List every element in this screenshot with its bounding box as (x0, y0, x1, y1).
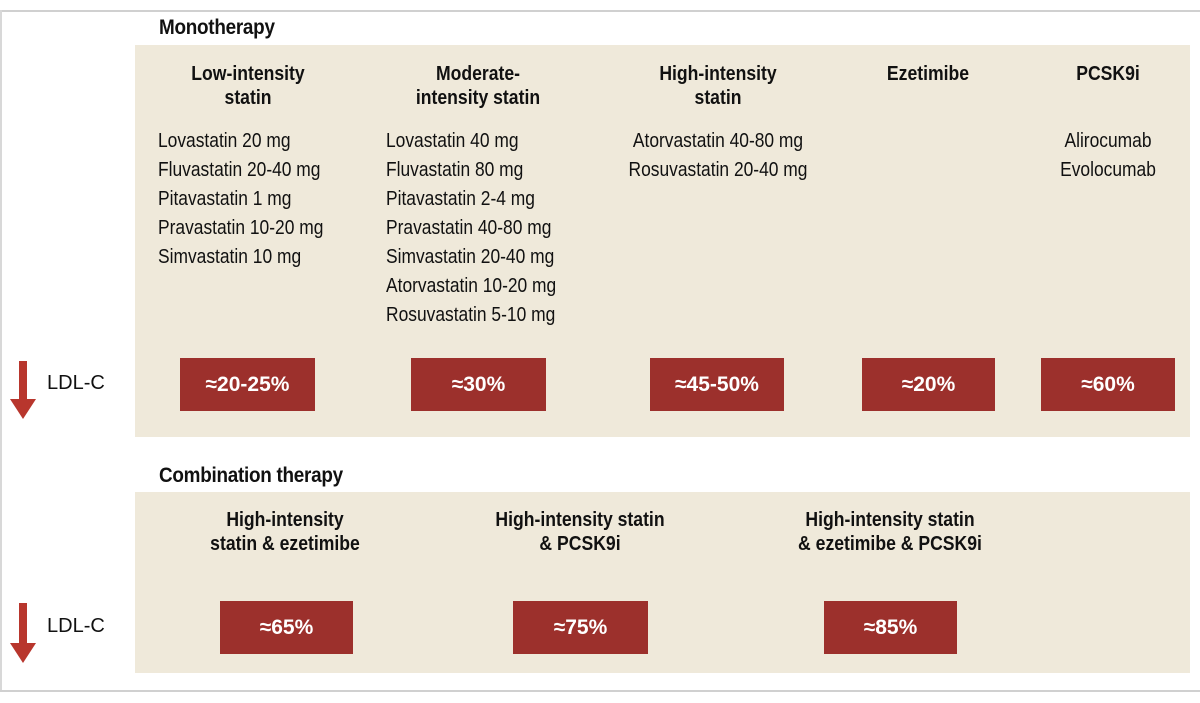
ezetimibe-reduction-badge: ≈20% (862, 358, 995, 411)
ldl-c-label: LDL-C (47, 615, 105, 637)
moderate-intensity-reduction-badge: ≈30% (411, 358, 546, 411)
down-arrow-icon (10, 361, 36, 419)
monotherapy-title: Monotherapy (159, 16, 275, 39)
drug-item: Pravastatin 40-80 mg (386, 217, 552, 239)
low-intensity-drug-list: Lovastatin 20 mg Fluvastatin 20-40 mg Pi… (158, 127, 323, 272)
pcsk9i-drug-list: Alirocumab Evolocumab (1049, 127, 1167, 185)
drug-item: Atorvastatin 10-20 mg (386, 275, 557, 297)
low-intensity-statin-heading: Low-intensity statin (191, 63, 305, 109)
moderate-intensity-statin-heading: Moderate- intensity statin (415, 63, 541, 109)
down-arrow-icon (10, 603, 36, 663)
drug-item: Fluvastatin 20-40 mg (158, 159, 321, 181)
top-divider (0, 10, 1200, 12)
drug-item: Pitavastatin 1 mg (158, 188, 292, 210)
statin-ezetimibe-heading: High-intensity statin & ezetimibe (210, 509, 360, 555)
drug-item: Simvastatin 10 mg (158, 246, 302, 268)
drug-item: Evolocumab (1060, 159, 1156, 181)
combination-therapy-title: Combination therapy (159, 464, 343, 487)
drug-item: Rosuvastatin 20-40 mg (628, 159, 808, 181)
drug-item: Fluvastatin 80 mg (386, 159, 524, 181)
drug-item: Pitavastatin 2-4 mg (386, 188, 535, 210)
statin-pcsk9i-reduction-badge: ≈75% (513, 601, 648, 654)
drug-item: Pravastatin 10-20 mg (158, 217, 324, 239)
statin-ezetimibe-reduction-badge: ≈65% (220, 601, 353, 654)
high-intensity-drug-list: Atorvastatin 40-80 mg Rosuvastatin 20-40… (622, 127, 813, 185)
statin-pcsk9i-heading: High-intensity statin & PCSK9i (495, 509, 665, 555)
low-intensity-reduction-badge: ≈20-25% (180, 358, 315, 411)
drug-item: Lovastatin 40 mg (386, 130, 519, 152)
ldl-c-label: LDL-C (47, 372, 105, 394)
pcsk9i-reduction-badge: ≈60% (1041, 358, 1175, 411)
statin-ezetimibe-pcsk9i-heading: High-intensity statin & ezetimibe & PCSK… (798, 509, 982, 555)
ezetimibe-heading: Ezetimibe (886, 63, 970, 85)
high-intensity-reduction-badge: ≈45-50% (650, 358, 784, 411)
drug-item: Alirocumab (1064, 130, 1152, 152)
moderate-intensity-drug-list: Lovastatin 40 mg Fluvastatin 80 mg Pitav… (386, 127, 556, 330)
bottom-divider (0, 690, 1200, 692)
drug-item: Atorvastatin 40-80 mg (632, 130, 804, 152)
drug-item: Rosuvastatin 5-10 mg (386, 304, 556, 326)
high-intensity-statin-heading: High-intensity statin (659, 63, 777, 109)
pcsk9i-heading: PCSK9i (1076, 63, 1140, 85)
drug-item: Lovastatin 20 mg (158, 130, 291, 152)
drug-item: Simvastatin 20-40 mg (386, 246, 555, 268)
left-divider (0, 10, 2, 692)
statin-ezetimibe-pcsk9i-reduction-badge: ≈85% (824, 601, 957, 654)
